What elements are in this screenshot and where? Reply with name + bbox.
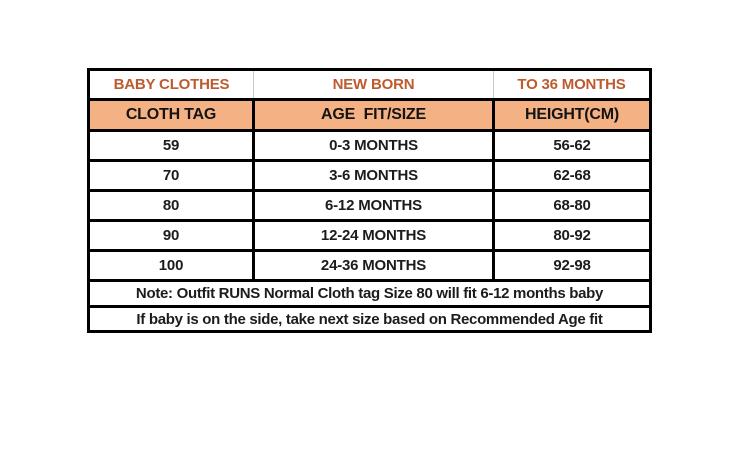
table-row: 90 12-24 MONTHS 80-92 — [87, 219, 652, 252]
cell-tag-59: 59 — [87, 129, 255, 162]
col-header-height-cm: HEIGHT(CM) — [492, 98, 652, 132]
table-row: 100 24-36 MONTHS 92-98 — [87, 249, 652, 282]
table-row: 80 6-12 MONTHS 68-80 — [87, 189, 652, 222]
table-row: 59 0-3 MONTHS 56-62 — [87, 129, 652, 162]
cell-height-68-80: 68-80 — [492, 189, 652, 222]
cell-height-80-92: 80-92 — [492, 219, 652, 252]
note-row-sizing-advice: If baby is on the side, take next size b… — [87, 305, 652, 333]
col-header-cloth-tag: CLOTH TAG — [87, 98, 255, 132]
cell-height-56-62: 56-62 — [492, 129, 652, 162]
cell-age-0-3: 0-3 MONTHS — [252, 129, 495, 162]
cell-tag-80: 80 — [87, 189, 255, 222]
note-row-fit: Note: Outfit RUNS Normal Cloth tag Size … — [87, 279, 652, 308]
cell-age-24-36: 24-36 MONTHS — [252, 249, 495, 282]
cell-tag-70: 70 — [87, 159, 255, 192]
title-row: BABY CLOTHES NEW BORN TO 36 MONTHS — [87, 68, 652, 101]
cell-height-62-68: 62-68 — [492, 159, 652, 192]
cell-age-6-12: 6-12 MONTHS — [252, 189, 495, 222]
baby-size-chart-table: BABY CLOTHES NEW BORN TO 36 MONTHS CLOTH… — [87, 68, 652, 333]
title-to-36-months: TO 36 MONTHS — [493, 68, 652, 101]
cell-tag-90: 90 — [87, 219, 255, 252]
note-text-runs-normal: Note: Outfit RUNS Normal Cloth tag Size … — [87, 279, 652, 308]
cell-tag-100: 100 — [87, 249, 255, 282]
column-header-row: CLOTH TAG AGE FIT/SIZE HEIGHT(CM) — [87, 98, 652, 132]
cell-age-3-6: 3-6 MONTHS — [252, 159, 495, 192]
table-row: 70 3-6 MONTHS 62-68 — [87, 159, 652, 192]
cell-age-12-24: 12-24 MONTHS — [252, 219, 495, 252]
col-header-age-fit-size: AGE FIT/SIZE — [252, 98, 495, 132]
cell-height-92-98: 92-98 — [492, 249, 652, 282]
title-baby-clothes: BABY CLOTHES — [87, 68, 254, 101]
note-text-next-size: If baby is on the side, take next size b… — [87, 305, 652, 333]
title-new-born: NEW BORN — [253, 68, 494, 101]
